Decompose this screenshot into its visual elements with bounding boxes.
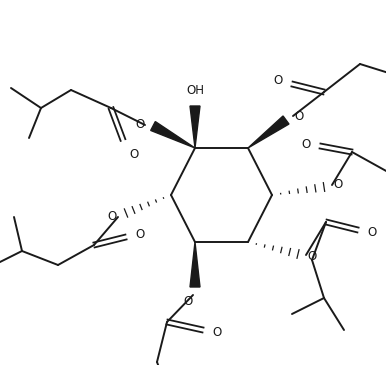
Polygon shape [190, 242, 200, 287]
Text: O: O [184, 295, 193, 308]
Text: OH: OH [186, 84, 204, 97]
Text: O: O [212, 326, 221, 338]
Text: O: O [274, 73, 283, 87]
Text: O: O [333, 178, 342, 192]
Polygon shape [248, 116, 289, 148]
Text: O: O [136, 118, 145, 131]
Polygon shape [190, 106, 200, 148]
Text: O: O [367, 226, 376, 238]
Text: O: O [108, 211, 117, 223]
Text: O: O [129, 148, 138, 161]
Text: O: O [135, 228, 144, 242]
Text: O: O [294, 110, 303, 123]
Polygon shape [151, 122, 195, 148]
Text: O: O [302, 138, 311, 150]
Text: O: O [307, 250, 316, 262]
